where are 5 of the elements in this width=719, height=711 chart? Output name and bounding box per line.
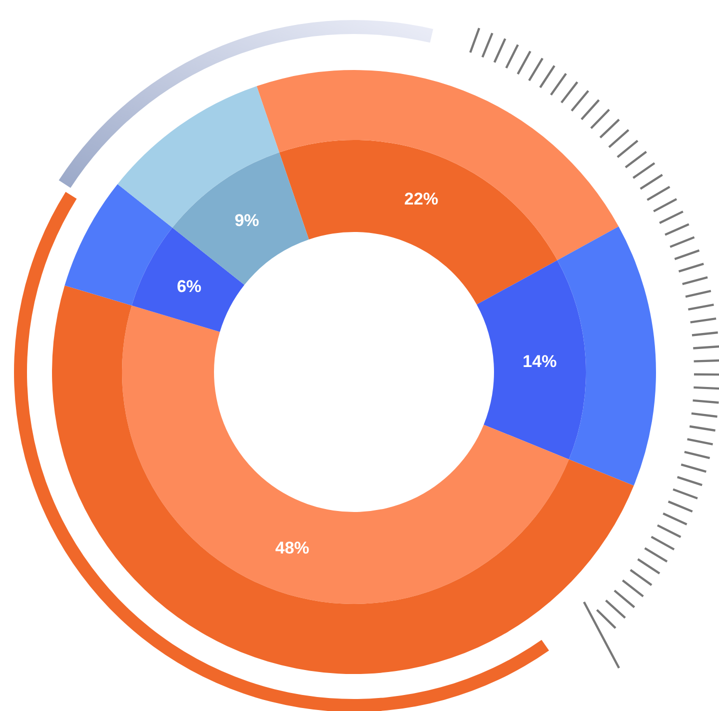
data-label: 22% [404, 190, 438, 209]
data-label: 6% [176, 276, 202, 296]
data-label: 48% [275, 538, 310, 558]
data-label: 14% [522, 352, 557, 372]
data-label: 9% [234, 210, 260, 230]
